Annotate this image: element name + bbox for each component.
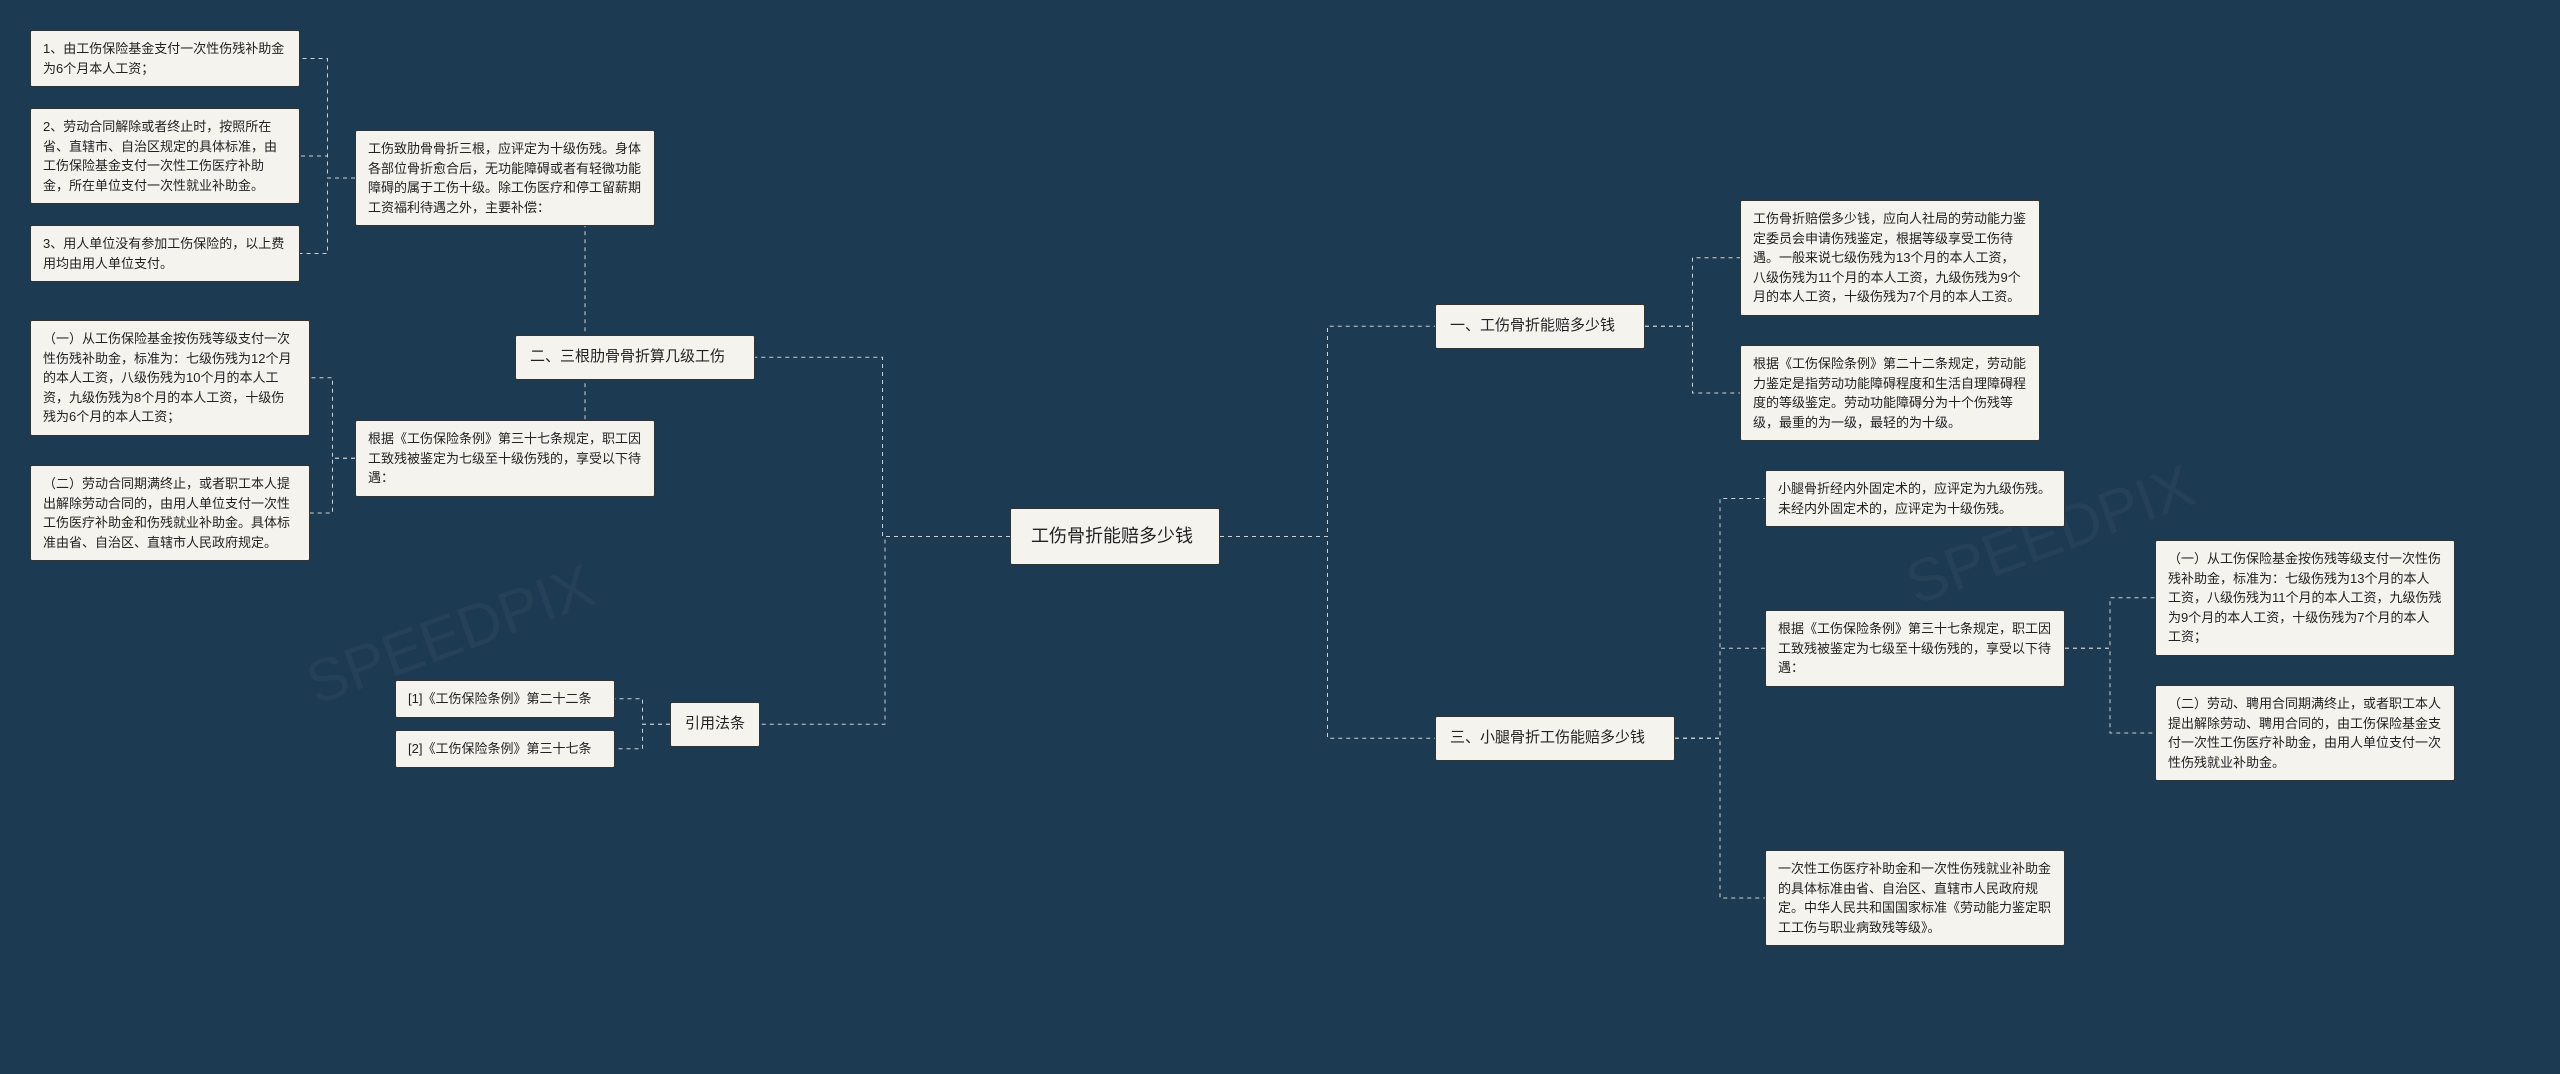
leaf-node: （二）劳动、聘用合同期满终止，或者职工本人提出解除劳动、聘用合同的，由工伤保险基… <box>2155 685 2455 781</box>
leaf-node: 根据《工伤保险条例》第三十七条规定，职工因工致残被鉴定为七级至十级伤残的，享受以… <box>355 420 655 497</box>
leaf-node: 1、由工伤保险基金支付一次性伤残补助金为6个月本人工资； <box>30 30 300 87</box>
leaf-node: 小腿骨折经内外固定术的，应评定为九级伤残。未经内外固定术的，应评定为十级伤残。 <box>1765 470 2065 527</box>
branch-node: 一、工伤骨折能赔多少钱 <box>1435 304 1645 349</box>
leaf-node: 工伤骨折赔偿多少钱，应向人社局的劳动能力鉴定委员会申请伤残鉴定，根据等级享受工伤… <box>1740 200 2040 316</box>
root-node: 工伤骨折能赔多少钱 <box>1010 508 1220 565</box>
leaf-node: 工伤致肋骨骨折三根，应评定为十级伤残。身体各部位骨折愈合后，无功能障碍或者有轻微… <box>355 130 655 226</box>
leaf-node: 一次性工伤医疗补助金和一次性伤残就业补助金的具体标准由省、自治区、直辖市人民政府… <box>1765 850 2065 946</box>
leaf-node: 3、用人单位没有参加工伤保险的，以上费用均由用人单位支付。 <box>30 225 300 282</box>
leaf-node: 根据《工伤保险条例》第三十七条规定，职工因工致残被鉴定为七级至十级伤残的，享受以… <box>1765 610 2065 687</box>
leaf-node: [1]《工伤保险条例》第二十二条 <box>395 680 615 718</box>
branch-node: 二、三根肋骨骨折算几级工伤 <box>515 335 755 380</box>
leaf-node: 根据《工伤保险条例》第二十二条规定，劳动能力鉴定是指劳动功能障碍程度和生活自理障… <box>1740 345 2040 441</box>
leaf-node: （一）从工伤保险基金按伤残等级支付一次性伤残补助金，标准为：七级伤残为12个月的… <box>30 320 310 436</box>
leaf-node: [2]《工伤保险条例》第三十七条 <box>395 730 615 768</box>
branch-node: 三、小腿骨折工伤能赔多少钱 <box>1435 716 1675 761</box>
leaf-node: 2、劳动合同解除或者终止时，按照所在省、直辖市、自治区规定的具体标准，由工伤保险… <box>30 108 300 204</box>
leaf-node: （一）从工伤保险基金按伤残等级支付一次性伤残补助金，标准为：七级伤残为13个月的… <box>2155 540 2455 656</box>
leaf-node: （二）劳动合同期满终止，或者职工本人提出解除劳动合同的，由用人单位支付一次性工伤… <box>30 465 310 561</box>
branch-node: 引用法条 <box>670 702 760 747</box>
